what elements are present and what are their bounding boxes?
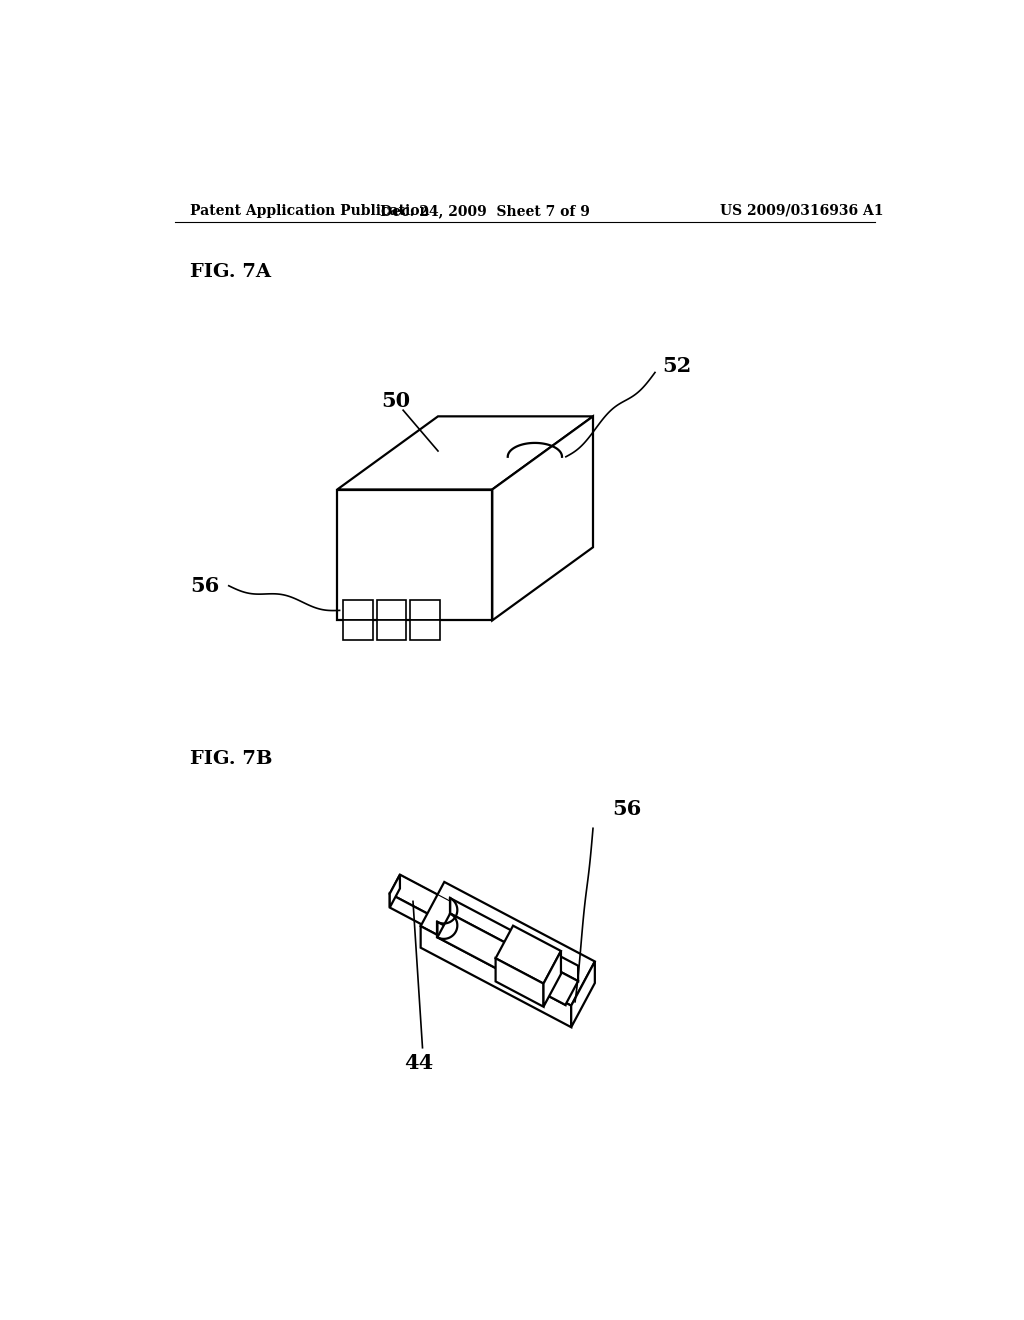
Text: 44: 44 [404, 1053, 433, 1073]
Text: 50: 50 [381, 391, 410, 411]
Polygon shape [496, 925, 561, 983]
Polygon shape [337, 490, 493, 620]
Polygon shape [493, 416, 593, 620]
Polygon shape [437, 921, 565, 1005]
Polygon shape [451, 898, 579, 981]
Text: US 2009/0316936 A1: US 2009/0316936 A1 [721, 203, 884, 218]
Text: FIG. 7B: FIG. 7B [190, 750, 272, 768]
Polygon shape [496, 958, 544, 1007]
Text: 56: 56 [612, 799, 642, 818]
Polygon shape [421, 882, 595, 1006]
Text: FIG. 7A: FIG. 7A [190, 264, 271, 281]
Bar [343, 620, 373, 640]
Text: Patent Application Publication: Patent Application Publication [190, 203, 430, 218]
Bar [343, 601, 373, 620]
Polygon shape [544, 950, 561, 1007]
Polygon shape [390, 875, 449, 920]
Polygon shape [421, 927, 571, 1027]
Bar [410, 620, 439, 640]
Bar [377, 601, 407, 620]
Bar [377, 620, 407, 640]
Polygon shape [390, 875, 400, 908]
Text: Dec. 24, 2009  Sheet 7 of 9: Dec. 24, 2009 Sheet 7 of 9 [380, 203, 590, 218]
Text: 56: 56 [190, 576, 219, 595]
Polygon shape [390, 894, 438, 933]
Polygon shape [437, 913, 579, 1005]
Bar [410, 601, 439, 620]
Polygon shape [337, 416, 593, 490]
Polygon shape [571, 961, 595, 1027]
Text: 52: 52 [663, 356, 692, 376]
